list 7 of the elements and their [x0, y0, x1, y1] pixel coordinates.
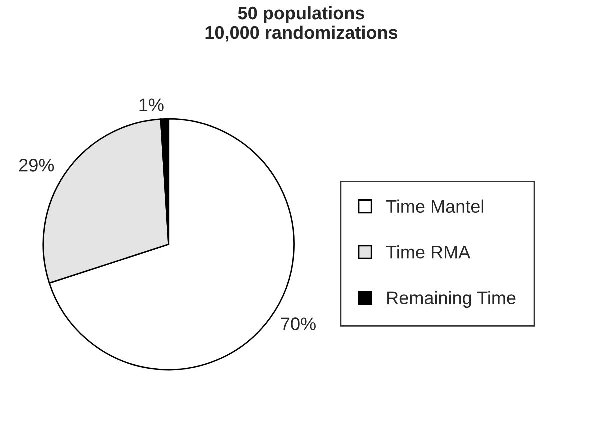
data-label: 70% — [281, 318, 316, 330]
legend-label: Remaining Time — [388, 291, 516, 308]
legend-label: Time Mantel — [386, 200, 484, 214]
legend-label: Time RMA — [386, 246, 471, 259]
data-label: 29% — [20, 159, 54, 172]
data-label: 1% — [140, 98, 164, 112]
chart-title: 50 populations 10,000 randomizations — [206, 6, 398, 42]
